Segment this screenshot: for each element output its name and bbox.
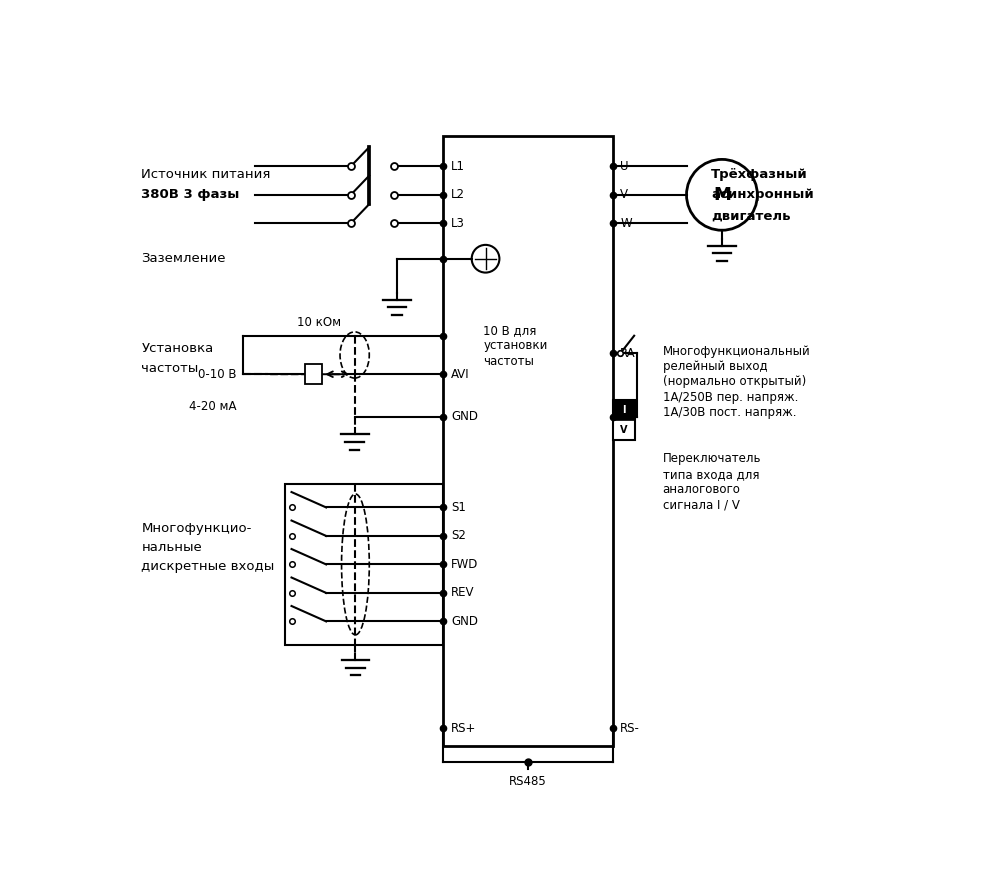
Text: RS+: RS+ — [451, 722, 476, 735]
Bar — [613, 401, 635, 420]
Text: I: I — [622, 406, 626, 416]
Text: REV: REV — [451, 586, 474, 599]
Text: 0-10 В: 0-10 В — [198, 368, 237, 381]
Text: типа входа для: типа входа для — [663, 467, 759, 481]
Text: Трёхфазный: Трёхфазный — [711, 168, 808, 180]
Text: L3: L3 — [451, 217, 465, 230]
Text: установки: установки — [483, 339, 548, 352]
Text: RA: RA — [620, 347, 636, 360]
Text: 1А/30В пост. напряж.: 1А/30В пост. напряж. — [663, 406, 796, 419]
Text: U: U — [620, 160, 629, 173]
Text: (нормально открытый): (нормально открытый) — [663, 376, 806, 388]
Bar — [305, 364, 322, 384]
Text: V: V — [620, 425, 628, 435]
Text: GND: GND — [451, 410, 478, 423]
Text: аналогового: аналогового — [663, 483, 741, 496]
Text: GND: GND — [451, 615, 478, 628]
Text: Многофункциональный: Многофункциональный — [663, 344, 810, 358]
Text: 10 В для: 10 В для — [483, 324, 537, 337]
Text: AVI: AVI — [451, 368, 470, 381]
Text: частоты: частоты — [483, 355, 534, 368]
Bar — [613, 401, 635, 441]
Text: Многофункцио-: Многофункцио- — [141, 522, 252, 534]
Text: S1: S1 — [451, 501, 466, 514]
Text: 10 кОм: 10 кОм — [297, 316, 341, 329]
Text: 380В 3 фазы: 380В 3 фазы — [141, 188, 240, 202]
Text: Заземление: Заземление — [141, 252, 226, 265]
Text: S2: S2 — [451, 530, 466, 542]
Text: Источник питания: Источник питания — [141, 168, 271, 180]
Text: 4-20 мА: 4-20 мА — [189, 401, 237, 413]
Text: L2: L2 — [451, 188, 465, 202]
Text: двигатель: двигатель — [711, 209, 791, 222]
Text: V: V — [620, 188, 628, 202]
Bar — [285, 484, 443, 645]
Text: Переключатель: Переключатель — [663, 452, 761, 466]
Text: RS485: RS485 — [509, 775, 547, 789]
Text: FWD: FWD — [451, 558, 478, 571]
Text: W: W — [620, 217, 632, 230]
Text: релейный выход: релейный выход — [663, 360, 767, 373]
Text: нальные: нальные — [141, 541, 202, 554]
Bar — [443, 136, 613, 746]
Text: сигнала I / V: сигнала I / V — [663, 499, 740, 512]
Text: асинхронный: асинхронный — [711, 188, 814, 202]
Text: RS-: RS- — [620, 722, 640, 735]
Text: Установка: Установка — [141, 343, 214, 355]
Text: частоты: частоты — [141, 362, 199, 376]
Text: M: M — [713, 186, 731, 203]
Text: L1: L1 — [451, 160, 465, 173]
Text: дискретные входы: дискретные входы — [141, 560, 275, 574]
Text: 1А/250В пер. напряж.: 1А/250В пер. напряж. — [663, 391, 798, 404]
Text: RC: RC — [620, 410, 636, 423]
